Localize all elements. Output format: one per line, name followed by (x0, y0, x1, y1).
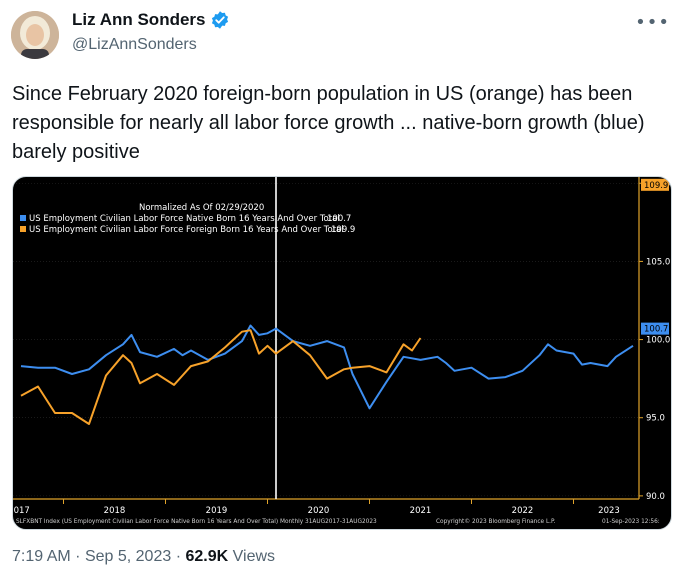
legend-native-value: 100.7 (327, 214, 351, 224)
x-tick-label: 2021 (410, 506, 432, 516)
tweet-meta: 7:19 AM · Sep 5, 2023 · 62.9K Views (12, 548, 275, 566)
x-tick-label: 2017 (13, 506, 30, 516)
y-tick-label: 90.0 (646, 492, 665, 502)
y-tick-label: 95.0 (646, 414, 665, 424)
tweet-time[interactable]: 7:19 AM (12, 548, 71, 565)
chart-title: Normalized As Of 02/29/2020 (139, 203, 264, 213)
tweet-date[interactable]: Sep 5, 2023 (84, 548, 172, 565)
chart-footer-copyright: Copyright© 2023 Bloomberg Finance L.P. (436, 518, 556, 525)
last-value-tags: 100.7 109.9 (641, 178, 669, 335)
x-tick-label: 2023 (598, 506, 620, 516)
last-value-tag (641, 322, 669, 335)
legend-foreign-label: US Employment Civilian Labor Force Forei… (29, 225, 344, 235)
avatar-image (11, 11, 59, 59)
views-count: 62.9K (185, 548, 229, 565)
verified-badge-icon (211, 11, 228, 29)
x-tick-label: 2020 (308, 506, 330, 516)
series-foreign-born-line (20, 329, 422, 425)
line-chart: 2017201820192020202120222023 110.0105.01… (13, 177, 670, 525)
x-tick-label: 2018 (104, 506, 126, 516)
series-native-born-line (20, 324, 634, 410)
display-name[interactable]: Liz Ann Sonders (72, 10, 206, 29)
legend-foreign-value: 109.9 (331, 225, 355, 235)
x-tick-label: 2019 (206, 506, 228, 516)
legend-native-label: US Employment Civilian Labor Force Nativ… (29, 214, 340, 224)
y-tick-label: 105.0 (646, 257, 670, 267)
x-tick-label: 2022 (512, 506, 534, 516)
user-handle[interactable]: @LizAnnSonders (72, 36, 197, 53)
last-value-tag-label: 100.7 (644, 325, 668, 335)
chart-image[interactable]: 2017201820192020202120222023 110.0105.01… (12, 176, 672, 530)
chart-grid (13, 182, 639, 497)
tweet-text: Since February 2020 foreign-born populat… (12, 83, 645, 163)
legend-native-swatch (20, 215, 26, 221)
y-tick-label: 100.0 (646, 336, 670, 346)
last-value-tag (641, 178, 669, 191)
meta-separator: · (175, 548, 182, 565)
views-label: Views (232, 548, 276, 565)
last-value-tag-label: 109.9 (644, 181, 668, 191)
x-axis-ticks: 2017 2018 2019 2020 2021 2022 2023 (13, 499, 620, 516)
meta-separator: · (75, 548, 81, 565)
avatar[interactable] (11, 11, 59, 59)
chart-footer-source: SLFXBNT Index (US Employment Civilian La… (16, 519, 377, 525)
more-options-icon[interactable]: ••• (635, 12, 670, 33)
chart-footer-date: 01-Sep-2023 12:56: (602, 519, 660, 525)
legend-foreign-swatch (20, 226, 26, 232)
